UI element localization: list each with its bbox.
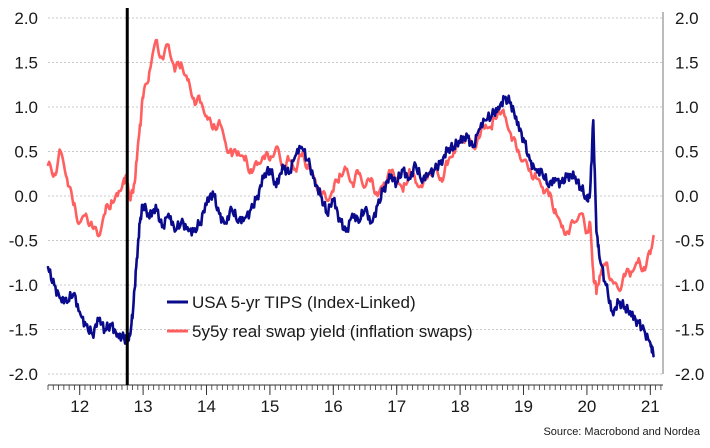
gridlines bbox=[48, 17, 663, 375]
x-tick-label: 15 bbox=[260, 397, 279, 416]
y-tick-label-left: 1.5 bbox=[14, 54, 38, 73]
series-line-5y5y bbox=[46, 38, 655, 296]
y-tick-label-left: -0.5 bbox=[9, 232, 38, 251]
y-tick-label-left: -1.0 bbox=[9, 276, 38, 295]
x-tick-label: 12 bbox=[70, 397, 89, 416]
series-lines bbox=[46, 38, 655, 358]
y-tick-label-left: 0.0 bbox=[14, 187, 38, 206]
x-tick-label: 18 bbox=[451, 397, 470, 416]
y-tick-label-right: -2.0 bbox=[675, 365, 704, 384]
y-tick-label-right: 1.5 bbox=[675, 54, 699, 73]
legend-label-tips: USA 5-yr TIPS (Index-Linked) bbox=[192, 293, 416, 312]
y-tick-label-right: 1.0 bbox=[675, 98, 699, 117]
y-tick-label-right: -0.5 bbox=[675, 232, 704, 251]
y-tick-label-right: 0.5 bbox=[675, 143, 699, 162]
y-tick-label-right: -1.5 bbox=[675, 321, 704, 340]
y-tick-label-right: -1.0 bbox=[675, 276, 704, 295]
y-tick-label-left: 2.0 bbox=[14, 9, 38, 28]
legend-label-5y5y: 5y5y real swap yield (inflation swaps) bbox=[192, 322, 473, 341]
y-tick-label-left: -1.5 bbox=[9, 321, 38, 340]
source-note: Source: Macrobond and Nordea bbox=[543, 426, 700, 438]
y-tick-label-left: 0.5 bbox=[14, 143, 38, 162]
x-axis: 12 13 14 15 16 17 18 19 20 21 bbox=[47, 384, 663, 416]
x-tick-label: 19 bbox=[514, 397, 533, 416]
x-tick-label: 13 bbox=[134, 397, 153, 416]
y-axis-left: 2.0 1.5 1.0 0.5 0.0 -0.5 -1.0 -1.5 -2.0 bbox=[9, 9, 38, 384]
x-tick-label: 20 bbox=[577, 397, 596, 416]
y-tick-label-left: 1.0 bbox=[14, 98, 38, 117]
series-line-tips bbox=[46, 94, 655, 358]
y-tick-label-right: 2.0 bbox=[675, 9, 699, 28]
legend: USA 5-yr TIPS (Index-Linked) 5y5y real sw… bbox=[167, 293, 473, 341]
y-axis-right: 2.0 1.5 1.0 0.5 0.0 -0.5 -1.0 -1.5 -2.0 bbox=[662, 9, 704, 384]
y-tick-label-right: 0.0 bbox=[675, 187, 699, 206]
x-tick-label: 21 bbox=[641, 397, 660, 416]
y-tick-label-left: -2.0 bbox=[9, 365, 38, 384]
x-tick-label: 17 bbox=[387, 397, 406, 416]
x-tick-label: 16 bbox=[324, 397, 343, 416]
x-tick-label: 14 bbox=[197, 397, 216, 416]
